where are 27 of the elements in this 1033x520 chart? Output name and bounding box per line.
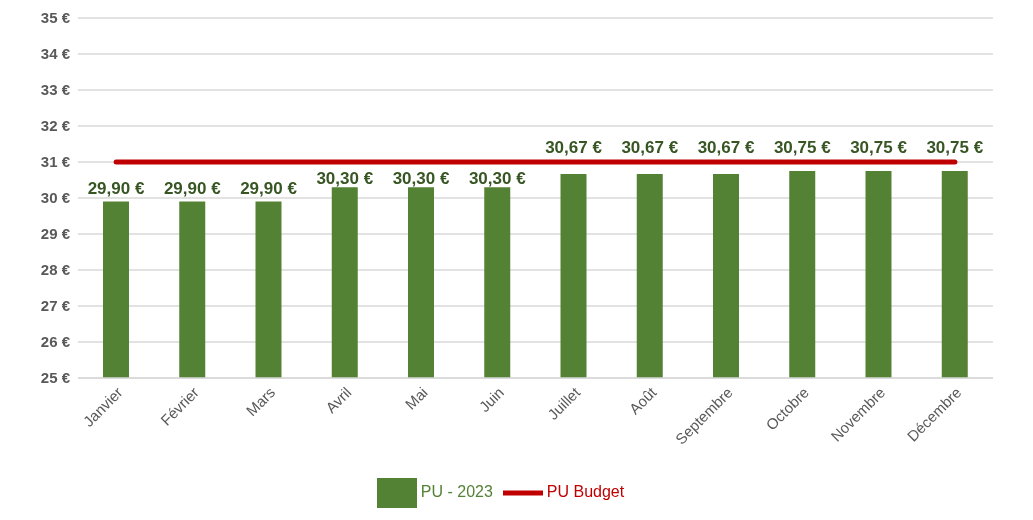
data-label: 30,67 €: [621, 138, 679, 157]
data-label: 29,90 €: [87, 178, 145, 198]
y-tick-label: 34 €: [40, 45, 71, 63]
y-tick-label: 33 €: [40, 81, 71, 99]
data-label: 29,90 €: [240, 178, 298, 198]
y-tick-label: 27 €: [40, 297, 71, 315]
x-tick-label: Mai: [401, 383, 431, 413]
data-label: 30,30 €: [316, 169, 374, 188]
y-tick-label: 29 €: [40, 225, 71, 243]
legend-label: PU - 2023: [420, 483, 493, 501]
y-tick-label: 32 €: [40, 117, 71, 135]
data-label: 30,30 €: [468, 169, 527, 188]
data-label: 30,75 €: [773, 138, 832, 157]
data-label: 30,75 €: [926, 138, 984, 157]
data-label: 30,67 €: [545, 138, 603, 157]
data-label: 30,67 €: [697, 138, 755, 157]
data-label: 30,75 €: [850, 138, 908, 157]
data-label: 30,30 €: [392, 169, 450, 188]
y-tick-label: 28 €: [40, 261, 71, 279]
legend-label: PU Budget: [546, 483, 625, 501]
y-tick-label: 26 €: [40, 333, 71, 351]
y-tick-label: 30 €: [40, 189, 71, 207]
data-label: 29,90 €: [163, 178, 222, 198]
y-tick-label: 35 €: [40, 9, 71, 27]
y-tick-label: 25 €: [40, 369, 71, 387]
x-tick-label: Juin: [475, 383, 508, 416]
y-tick-label: 31 €: [40, 153, 71, 171]
